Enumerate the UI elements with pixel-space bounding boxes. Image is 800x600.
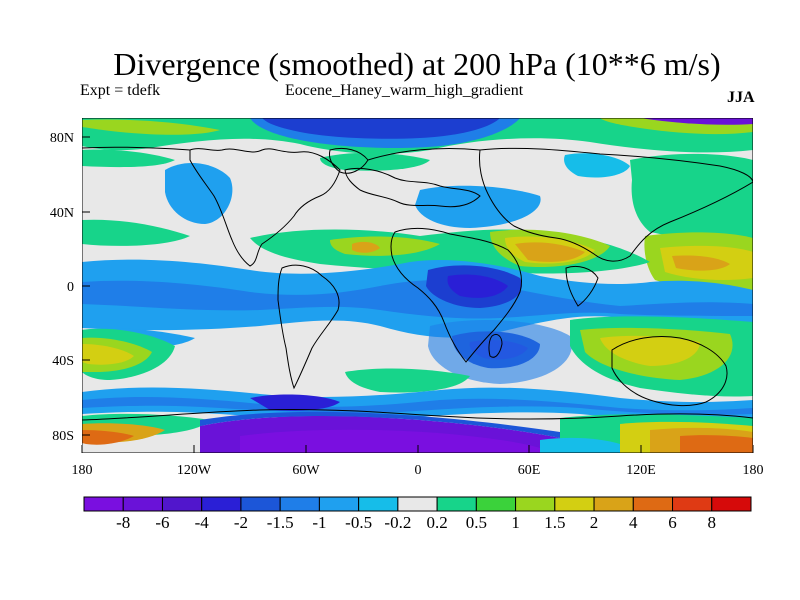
madagascar-coast xyxy=(488,333,503,358)
antarctic-red-west xyxy=(82,430,134,445)
coastlines xyxy=(82,146,753,421)
colorbar-label: 0.2 xyxy=(426,513,447,532)
colorbar: -8 -6 -4 -2 -1.5 -1 -0.5 -0.2 0.2 0.5 1 1.5 2 4 6 8 xyxy=(83,496,752,532)
run-name-label: Eocene_Haney_warm_high_gradient xyxy=(285,82,524,99)
africa-coast xyxy=(390,227,522,363)
asia-coast xyxy=(479,147,753,262)
lon-tick-label: 60W xyxy=(292,463,320,478)
lat-tick-label: 0 xyxy=(67,280,74,295)
colorbar-swatch xyxy=(554,496,595,512)
colorbar-swatch xyxy=(122,496,163,512)
colorbar-swatch xyxy=(397,496,438,512)
colorbar-label: -0.5 xyxy=(345,513,372,532)
colorbar-swatch xyxy=(475,496,517,512)
colorbar-swatch xyxy=(318,496,360,512)
east-asia-orange xyxy=(672,255,730,271)
colorbar-swatch xyxy=(515,496,556,512)
colorbar-label: 0.5 xyxy=(466,513,487,532)
east-asia-green-belt xyxy=(630,153,753,243)
colorbar-swatch xyxy=(672,496,713,512)
colorbar-label: 1.5 xyxy=(544,513,565,532)
divergence-field xyxy=(82,118,753,453)
antarctic-red-east xyxy=(680,435,753,453)
europe-coast xyxy=(344,167,481,208)
equatorial-mid-blue xyxy=(82,280,753,319)
south-america-coast xyxy=(277,264,340,390)
cape-horn-deep xyxy=(250,394,340,411)
south-atlantic-green xyxy=(345,368,470,393)
colorbar-label: -0.2 xyxy=(384,513,411,532)
arabia-orange xyxy=(515,242,585,262)
colorbar-swatch xyxy=(632,496,674,512)
greenland-coast xyxy=(329,147,369,174)
antarctic-blue-east xyxy=(540,437,620,453)
experiment-label: Expt = tdefk xyxy=(80,82,161,99)
colorbar-swatch xyxy=(593,496,634,512)
pacific-blue-patch xyxy=(165,163,233,224)
colorbar-swatch xyxy=(358,496,399,512)
lon-tick-label: 180 xyxy=(72,463,93,478)
colorbar-label: 6 xyxy=(668,513,677,532)
south-orange-west xyxy=(82,344,134,365)
south-blue-strip xyxy=(82,397,753,415)
lat-tick-label: 40N xyxy=(50,206,74,221)
season-label: JJA xyxy=(727,89,755,106)
lon-tick-label: 60E xyxy=(518,463,541,478)
north-polar-yellowgreen xyxy=(82,119,220,135)
colorbar-swatch xyxy=(83,496,124,512)
colorbar-label: -1.5 xyxy=(267,513,294,532)
north-polar-magenta xyxy=(640,118,753,125)
lat-tick-label: 40S xyxy=(52,354,74,369)
north-polar-deep-blue xyxy=(262,118,500,139)
south-indian-blue-ring xyxy=(428,320,572,384)
colorbar-label: -4 xyxy=(195,513,210,532)
australia-coast xyxy=(611,336,728,407)
north-coast-arc xyxy=(82,146,481,161)
antarctica-coast xyxy=(82,408,753,421)
atlantic-blue-patch xyxy=(415,185,541,228)
south-pacific-gap xyxy=(300,322,403,374)
colorbar-label: -6 xyxy=(155,513,169,532)
africa-violet-blue xyxy=(447,274,508,298)
lat-tick-label: 80S xyxy=(52,429,74,444)
colorbar-swatch xyxy=(279,496,320,512)
colorbar-swatch xyxy=(161,496,203,512)
colorbar-label: -1 xyxy=(312,513,326,532)
lon-tick-label: 120W xyxy=(177,463,212,478)
antarctic-deep-violet xyxy=(240,429,540,453)
colorbar-label: 4 xyxy=(629,513,638,532)
pacific-green xyxy=(82,219,190,246)
lon-tick-label: 180 xyxy=(743,463,764,478)
colorbar-label: -8 xyxy=(116,513,130,532)
colorbar-swatch xyxy=(240,496,281,512)
colorbar-label: -2 xyxy=(234,513,248,532)
colorbar-swatch xyxy=(711,496,752,512)
colorbar-swatch xyxy=(201,496,242,512)
colorbar-label: 2 xyxy=(590,513,599,532)
europe-green xyxy=(320,152,430,171)
colorbar-label: 8 xyxy=(708,513,717,532)
axis-ticks xyxy=(81,136,754,453)
nw-green-strip xyxy=(82,149,175,168)
colorbar-swatch xyxy=(436,496,477,512)
north-america-coast xyxy=(189,148,341,267)
plot-title: Divergence (smoothed) at 200 hPa (10**6 … xyxy=(113,46,721,82)
lat-tick-label: 80N xyxy=(50,131,74,146)
colorbar-label: 1 xyxy=(511,513,520,532)
lon-tick-label: 120E xyxy=(626,463,656,478)
lon-tick-label: 0 xyxy=(415,463,422,478)
atlantic-orange-spot xyxy=(352,241,380,253)
asia-blue-patch xyxy=(564,153,630,178)
india-coast xyxy=(565,265,599,307)
antarctic-blue-edge xyxy=(200,411,560,438)
